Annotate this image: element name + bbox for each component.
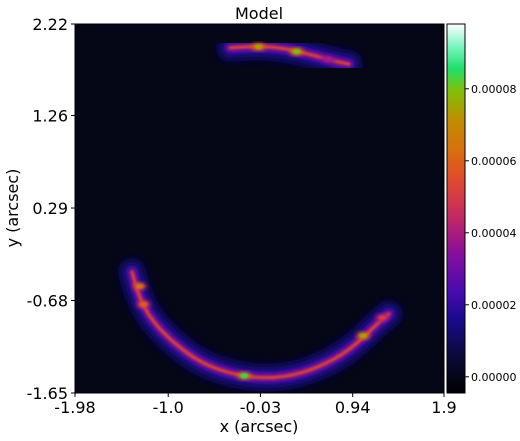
y-tick-label: 0.29 (32, 199, 68, 218)
x-tick-label: -1.0 (153, 398, 184, 417)
y-axis-title: y (arcsec) (3, 169, 22, 248)
upper-arc-knot (323, 56, 332, 62)
x-tick-label: 1.9 (431, 398, 456, 417)
plot-area (75, 24, 444, 393)
arcs-layer (117, 32, 403, 392)
colorbar-tick-label: 0.00002 (471, 299, 517, 312)
y-tick-label: -1.65 (27, 384, 68, 403)
chart-title: Model (235, 4, 283, 23)
x-tick-label: -0.03 (240, 398, 281, 417)
y-axis: 2.22 1.26 0.29 -0.68 -1.65 (27, 15, 75, 403)
colorbar-tick-label: 0.00004 (471, 227, 517, 240)
colorbar-tick-label: 0.00000 (471, 371, 517, 384)
colorbar-ticks: 0.00000 0.00002 0.00004 0.00006 0.00008 (465, 83, 517, 384)
x-axis: -1.98 -1.0 -0.03 0.94 1.9 (54, 393, 457, 417)
lower-arc-knot (240, 373, 249, 379)
lower-arc (117, 257, 403, 392)
lower-arc-knot (139, 301, 148, 307)
y-tick-label: -0.68 (27, 292, 68, 311)
x-tick-label: 0.94 (335, 398, 371, 417)
lower-arc-knot (135, 283, 144, 289)
colorbar-tick-label: 0.00008 (471, 83, 517, 96)
x-tick-label: -1.98 (54, 398, 95, 417)
upper-arc (215, 32, 364, 79)
colorbar (446, 23, 466, 394)
y-tick-label: 2.22 (32, 15, 68, 34)
lower-arc-layer-4 (130, 270, 391, 380)
upper-arc-knot (254, 44, 263, 50)
colorbar-tick-label: 0.00006 (471, 155, 517, 168)
x-axis-title: x (arcsec) (220, 417, 299, 436)
lower-arc-knot (359, 333, 368, 339)
lower-arc-knot (378, 315, 387, 321)
upper-arc-knot (292, 49, 301, 55)
y-tick-label: 1.26 (32, 107, 68, 126)
